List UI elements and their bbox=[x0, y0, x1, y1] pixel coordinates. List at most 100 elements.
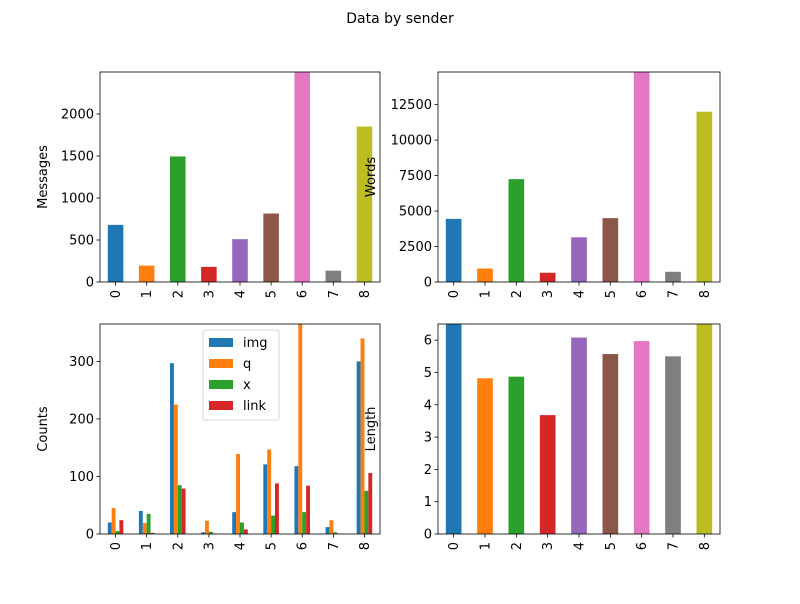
bar-4 bbox=[571, 237, 587, 282]
bar-img-5 bbox=[263, 464, 268, 534]
bar-6 bbox=[633, 341, 650, 534]
bar-q-1 bbox=[142, 523, 147, 534]
y-tick-label: 4 bbox=[424, 398, 432, 413]
y-tick-label: 1 bbox=[424, 495, 432, 510]
bar-q-0 bbox=[111, 508, 116, 534]
x-tick-label: 0 bbox=[109, 290, 124, 298]
x-tick-label: 1 bbox=[140, 290, 155, 298]
bar-img-6 bbox=[294, 466, 299, 534]
y-tick-label: 10000 bbox=[391, 134, 432, 149]
x-tick-label: 2 bbox=[171, 290, 186, 298]
bar-link-1 bbox=[150, 532, 155, 534]
bar-img-3 bbox=[201, 532, 205, 534]
legend-swatch-img bbox=[209, 338, 233, 347]
bar-q-5 bbox=[267, 449, 272, 534]
bar-8 bbox=[696, 111, 713, 282]
y-axis-label: Messages bbox=[36, 145, 51, 209]
y-tick-label: 5000 bbox=[399, 205, 432, 220]
x-tick-label: 0 bbox=[447, 290, 462, 298]
x-tick-label: 5 bbox=[604, 542, 619, 550]
x-tick-label: 2 bbox=[510, 542, 525, 550]
y-tick-label: 0 bbox=[424, 528, 432, 543]
y-tick-label: 3 bbox=[424, 431, 432, 446]
bar-8 bbox=[696, 324, 713, 534]
x-tick-label: 3 bbox=[202, 290, 217, 298]
y-tick-label: 300 bbox=[69, 355, 94, 370]
bar-2 bbox=[508, 179, 525, 282]
bar-img-2 bbox=[170, 363, 174, 534]
x-tick-label: 6 bbox=[635, 542, 650, 550]
x-tick-label: 6 bbox=[635, 290, 650, 298]
legend-swatch-link bbox=[209, 401, 233, 410]
bar-q-2 bbox=[173, 404, 178, 534]
legend-label-q: q bbox=[243, 357, 251, 372]
subplot-words: 0 2500 5000 7500 10000 12500 0 1 2 3 4 5 6 7 8 Words bbox=[364, 71, 721, 298]
bar-3 bbox=[201, 266, 217, 282]
bar-img-1 bbox=[138, 510, 143, 534]
y-tick-label: 2 bbox=[424, 463, 432, 478]
legend-swatch-q bbox=[209, 359, 233, 368]
x-tick-label: 4 bbox=[573, 542, 588, 550]
bar-5 bbox=[602, 218, 619, 282]
bar-x-2 bbox=[177, 485, 182, 534]
x-tick-label: 7 bbox=[667, 290, 682, 298]
bar-link-0 bbox=[119, 520, 124, 534]
bar-link-6 bbox=[306, 485, 310, 534]
x-tick-label: 8 bbox=[698, 542, 713, 550]
bar-x-5 bbox=[271, 515, 275, 534]
x-tick-label: 2 bbox=[510, 290, 525, 298]
x-tick-label: 5 bbox=[265, 290, 280, 298]
x-tick-label: 4 bbox=[234, 290, 249, 298]
bar-q-3 bbox=[205, 520, 209, 534]
bar-x-1 bbox=[146, 513, 151, 534]
x-tick-label: 8 bbox=[358, 542, 373, 550]
bar-5 bbox=[263, 213, 279, 282]
x-tick-label: 3 bbox=[202, 542, 217, 550]
bar-4 bbox=[571, 337, 587, 534]
x-tick-label: 6 bbox=[296, 290, 311, 298]
y-tick-label: 12500 bbox=[391, 98, 432, 113]
y-tick-label: 0 bbox=[86, 528, 94, 543]
legend-label-img: img bbox=[243, 336, 268, 351]
y-tick-label: 6 bbox=[424, 334, 432, 349]
y-tick-label: 2000 bbox=[61, 108, 94, 123]
subplot-length: 0 1 2 3 4 5 6 0 1 2 3 4 5 6 7 8 Length bbox=[364, 323, 721, 550]
legend-frame bbox=[202, 329, 280, 421]
bar-6 bbox=[633, 72, 650, 282]
legend-swatch-x bbox=[209, 380, 233, 389]
x-tick-label: 2 bbox=[171, 542, 186, 550]
bar-link-2 bbox=[181, 488, 186, 534]
y-tick-label: 7500 bbox=[399, 169, 432, 184]
bar-6 bbox=[294, 72, 310, 282]
bar-7 bbox=[665, 356, 681, 534]
bar-1 bbox=[477, 378, 493, 534]
x-tick-label: 0 bbox=[447, 542, 462, 550]
legend-label-link: link bbox=[243, 399, 266, 414]
bar-3 bbox=[539, 272, 556, 282]
bar-2 bbox=[508, 376, 525, 534]
bar-3 bbox=[539, 415, 556, 534]
bar-1 bbox=[477, 268, 493, 282]
y-tick-label: 0 bbox=[424, 276, 432, 291]
bar-img-8 bbox=[356, 361, 361, 534]
x-tick-label: 1 bbox=[140, 542, 155, 550]
y-tick-label: 200 bbox=[69, 412, 94, 427]
bar-img-4 bbox=[232, 512, 237, 534]
y-axis-label: Words bbox=[364, 157, 379, 197]
bar-8 bbox=[356, 126, 373, 282]
x-tick-label: 4 bbox=[573, 290, 588, 298]
bar-x-7 bbox=[333, 532, 338, 534]
y-tick-label: 1500 bbox=[61, 150, 94, 165]
x-tick-label: 8 bbox=[698, 290, 713, 298]
bar-0 bbox=[107, 224, 124, 282]
subplot-counts: 0 100 200 300 0 1 2 3 4 5 6 7 8 Counts img qx link bbox=[36, 323, 381, 550]
bar-x-8 bbox=[364, 490, 369, 534]
x-tick-label: 6 bbox=[296, 542, 311, 550]
legend: img qx link bbox=[202, 329, 280, 421]
bar-q-8 bbox=[360, 338, 365, 534]
bar-x-6 bbox=[302, 512, 307, 534]
y-tick-label: 1000 bbox=[61, 192, 94, 207]
bar-x-0 bbox=[115, 531, 120, 534]
